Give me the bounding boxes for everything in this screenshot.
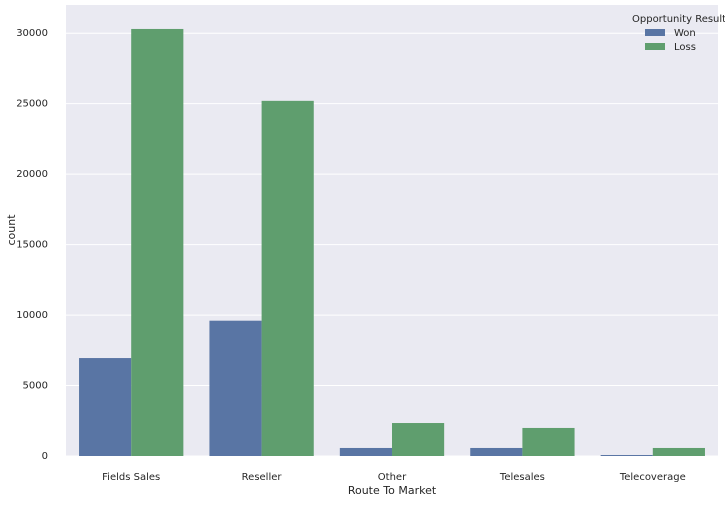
y-tick-label: 0 [42,451,48,462]
y-tick-label: 5000 [23,381,48,392]
legend-title: Opportunity Result [632,14,725,25]
legend-label: Won [674,28,696,39]
y-tick-label: 20000 [16,169,48,180]
x-tick-label: Telesales [499,472,545,483]
x-tick-label: Reseller [242,472,283,483]
legend-label: Loss [674,42,696,53]
y-tick-label: 10000 [16,310,48,321]
bar [652,447,705,456]
bar [522,427,575,456]
y-tick-label: 15000 [16,240,48,251]
bar [131,28,184,456]
x-tick-label: Other [378,472,407,483]
bar [339,447,392,456]
legend-swatch [645,29,665,36]
x-tick-label: Telecoverage [619,472,686,483]
y-tick-label: 30000 [16,28,48,39]
bar [209,320,262,456]
bar [392,423,445,456]
bar [470,447,523,456]
y-axis-label: count [5,214,18,246]
x-tick-label: Fields Sales [102,472,160,483]
bars [79,28,705,457]
legend-swatch [645,43,665,50]
bar [79,358,132,456]
bar [600,455,653,456]
bar [261,100,314,457]
y-tick-label: 25000 [16,99,48,110]
x-axis-label: Route To Market [348,484,437,497]
legend: Opportunity Result Won Loss [632,14,725,53]
